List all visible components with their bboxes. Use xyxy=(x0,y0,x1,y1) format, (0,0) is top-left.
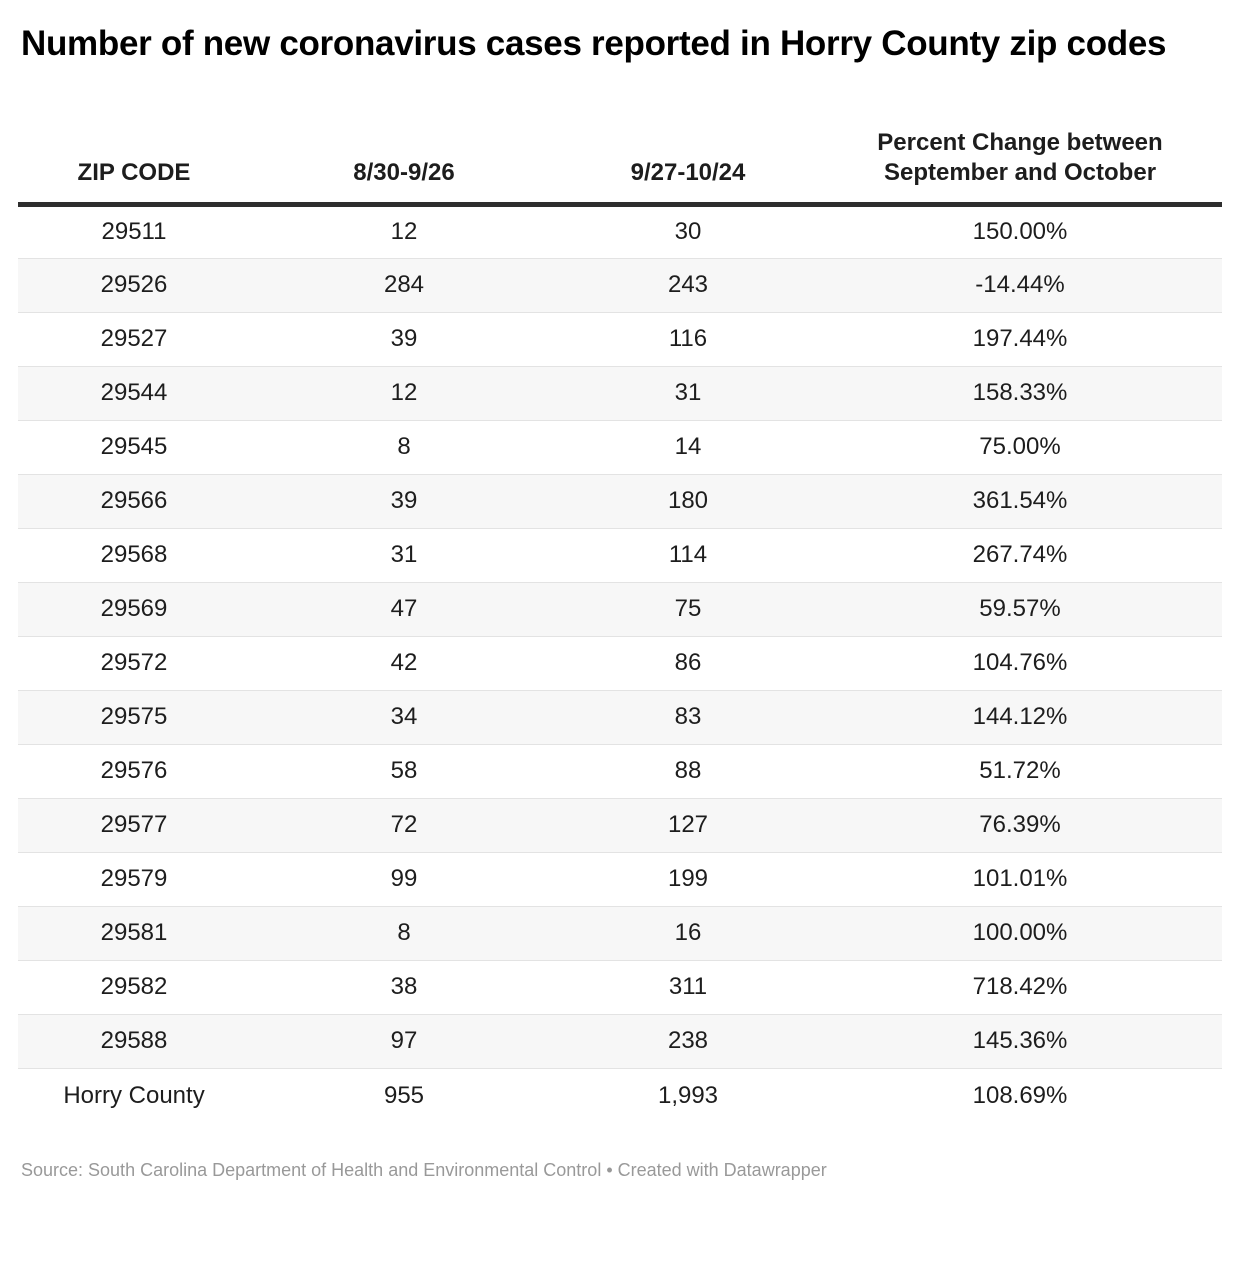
value-cell: 88 xyxy=(674,757,702,785)
column-header-zip-code: ZIP CODE xyxy=(77,158,191,186)
table-row: 29575 34 83 144.12% xyxy=(18,690,1222,745)
table-row: Horry County 955 1,993 108.69% xyxy=(18,1068,1222,1122)
chart-title: Number of new coronavirus cases reported… xyxy=(21,24,1167,63)
value-cell: 30 xyxy=(674,218,702,246)
value-cell: 243 xyxy=(667,271,709,299)
table-header-row: ZIP CODE 8/30-9/26 9/27-10/24 Percent Chang… xyxy=(18,118,1222,205)
zip-code-cell: 29575 xyxy=(100,703,168,731)
table-header: ZIP CODE 8/30-9/26 9/27-10/24 Percent Chang… xyxy=(18,118,1222,205)
value-cell: 34 xyxy=(390,703,418,731)
value-cell: 361.54% xyxy=(972,487,1068,515)
value-cell: 108.69% xyxy=(972,1081,1068,1109)
table-row: 29579 99 199 101.01% xyxy=(18,852,1222,906)
column-header-period-2: 9/27-10/24 xyxy=(630,158,746,186)
table-row: 29588 97 238 145.36% xyxy=(18,1014,1222,1069)
value-cell: 59.57% xyxy=(979,595,1061,623)
source-note: Source: South Carolina Department of Hea… xyxy=(21,1160,827,1181)
value-cell: -14.44% xyxy=(975,271,1065,299)
value-cell: 718.42% xyxy=(972,973,1068,1001)
table-body: 29511 12 30 150.00% 29526 284 243 -14.44% 29527 3… xyxy=(18,204,1222,1122)
zip-code-cell: 29581 xyxy=(100,919,168,947)
value-cell: 31 xyxy=(674,379,702,407)
value-cell: 14 xyxy=(674,433,702,461)
value-cell: 31 xyxy=(390,541,418,569)
zip-code-cell: 29576 xyxy=(100,757,168,785)
value-cell: 284 xyxy=(383,271,425,299)
value-cell: 12 xyxy=(390,218,418,246)
table-row: 29572 42 86 104.76% xyxy=(18,636,1222,690)
data-table: ZIP CODE 8/30-9/26 9/27-10/24 Percent Chang… xyxy=(18,118,1222,1122)
table-row: 29527 39 116 197.44% xyxy=(18,312,1222,366)
value-cell: 238 xyxy=(667,1027,709,1055)
zip-code-cell: 29572 xyxy=(100,649,168,677)
value-cell: 39 xyxy=(390,325,418,353)
value-cell: 76.39% xyxy=(979,811,1061,839)
table-row: 29526 284 243 -14.44% xyxy=(18,258,1222,313)
table-row: 29582 38 311 718.42% xyxy=(18,960,1222,1014)
table-row: 29511 12 30 150.00% xyxy=(18,204,1222,258)
value-cell: 16 xyxy=(674,919,702,947)
value-cell: 116 xyxy=(668,325,708,353)
value-cell: 39 xyxy=(390,487,418,515)
value-cell: 267.74% xyxy=(972,541,1068,569)
value-cell: 144.12% xyxy=(972,703,1068,731)
zip-code-cell: 29582 xyxy=(100,973,168,1001)
value-cell: 97 xyxy=(390,1027,418,1055)
value-cell: 47 xyxy=(390,595,418,623)
value-cell: 83 xyxy=(674,703,702,731)
value-cell: 127 xyxy=(667,811,709,839)
zip-code-cell: 29569 xyxy=(100,595,168,623)
value-cell: 145.36% xyxy=(972,1027,1068,1055)
zip-code-cell: 29526 xyxy=(100,271,168,299)
value-cell: 8 xyxy=(397,433,411,461)
value-cell: 75.00% xyxy=(979,433,1061,461)
table-row: 29569 47 75 59.57% xyxy=(18,582,1222,637)
value-cell: 197.44% xyxy=(972,325,1068,353)
zip-code-cell: 29566 xyxy=(100,487,168,515)
value-cell: 114 xyxy=(668,541,708,569)
zip-code-cell: Horry County xyxy=(63,1081,205,1109)
column-header-period-1: 8/30-9/26 xyxy=(353,158,455,186)
value-cell: 8 xyxy=(397,919,411,947)
value-cell: 955 xyxy=(383,1081,425,1109)
value-cell: 180 xyxy=(667,487,709,515)
value-cell: 150.00% xyxy=(972,218,1068,246)
value-cell: 158.33% xyxy=(972,379,1068,407)
table-row: 29568 31 114 267.74% xyxy=(18,528,1222,582)
value-cell: 1,993 xyxy=(657,1081,719,1109)
value-cell: 51.72% xyxy=(979,757,1061,785)
zip-code-cell: 29579 xyxy=(100,865,168,893)
table-row: 29577 72 127 76.39% xyxy=(18,798,1222,853)
value-cell: 38 xyxy=(390,973,418,1001)
value-cell: 199 xyxy=(667,865,709,893)
value-cell: 12 xyxy=(390,379,418,407)
value-cell: 99 xyxy=(390,865,418,893)
table-row: 29581 8 16 100.00% xyxy=(18,906,1222,961)
table-row: 29544 12 31 158.33% xyxy=(18,366,1222,421)
value-cell: 42 xyxy=(390,649,418,677)
value-cell: 311 xyxy=(668,973,708,1001)
zip-code-cell: 29544 xyxy=(100,379,168,407)
zip-code-cell: 29527 xyxy=(100,325,168,353)
value-cell: 72 xyxy=(390,811,418,839)
table-row: 29566 39 180 361.54% xyxy=(18,474,1222,529)
column-header-percent-change: Percent Change between September and Oct… xyxy=(877,129,1163,186)
value-cell: 104.76% xyxy=(972,649,1068,677)
table-row: 29545 8 14 75.00% xyxy=(18,420,1222,474)
zip-code-cell: 29577 xyxy=(100,811,168,839)
zip-code-cell: 29511 xyxy=(101,218,167,246)
zip-code-cell: 29568 xyxy=(100,541,168,569)
zip-code-cell: 29545 xyxy=(100,433,168,461)
value-cell: 101.01% xyxy=(972,865,1068,893)
value-cell: 75 xyxy=(674,595,702,623)
value-cell: 100.00% xyxy=(972,919,1068,947)
value-cell: 58 xyxy=(390,757,418,785)
zip-code-cell: 29588 xyxy=(100,1027,168,1055)
value-cell: 86 xyxy=(674,649,702,677)
table-row: 29576 58 88 51.72% xyxy=(18,744,1222,798)
